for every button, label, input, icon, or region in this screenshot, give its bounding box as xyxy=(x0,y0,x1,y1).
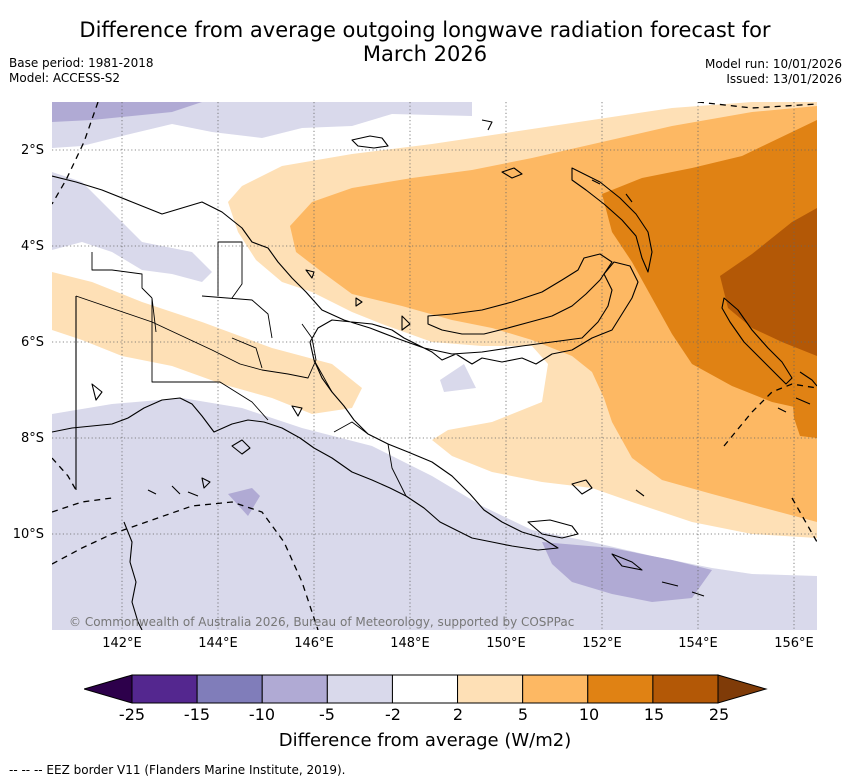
title-line-2: March 2026 xyxy=(362,42,488,66)
x-tick-142E: 142°E xyxy=(102,636,142,651)
torres-strait-islands xyxy=(147,439,251,497)
cape-york-coast xyxy=(123,521,143,630)
colorbar-tick: 10 xyxy=(578,705,600,724)
colorbar-segment xyxy=(326,674,393,704)
y-tick-6S: 6°S xyxy=(20,335,44,350)
eez-legend: -- -- -- EEZ border V11 (Flanders Marine… xyxy=(9,763,346,777)
run-info: Model run: 10/01/2026 Issued: 13/01/2026 xyxy=(705,57,842,87)
region-pos-10-15 xyxy=(602,120,817,412)
south-east-islands xyxy=(527,479,705,597)
colorbar-segment xyxy=(652,674,719,704)
colorbar-segments xyxy=(131,674,719,704)
colorbar-segment xyxy=(522,674,589,704)
colorbar-tick: -25 xyxy=(118,705,146,724)
olr-anomaly-map: © Commonwealth of Australia 2026, Bureau… xyxy=(52,102,817,630)
region-pos-10-15-south xyxy=(792,390,817,438)
x-tick-150E: 150°E xyxy=(486,636,526,651)
colorbar-tick: -2 xyxy=(385,705,401,724)
title-line-1: Difference from average outgoing longwav… xyxy=(79,18,771,42)
colorbar xyxy=(84,674,768,704)
colorbar-label: Difference from average (W/m2) xyxy=(278,730,572,751)
model-run-date: Model run: 10/01/2026 xyxy=(704,57,842,71)
y-tick-8S: 8°S xyxy=(20,431,44,446)
y-tick-2S: 2°S xyxy=(20,143,44,158)
x-tick-154E: 154°E xyxy=(678,636,718,651)
colorbar-tick: -10 xyxy=(248,705,276,724)
colorbar-segment xyxy=(261,674,328,704)
region-neg-blob-center xyxy=(440,364,476,392)
colorbar-segment xyxy=(587,674,654,704)
negative-anomaly-regions xyxy=(52,102,817,630)
solomon-islands xyxy=(777,371,817,413)
manus-island xyxy=(351,135,389,149)
colorbar-tick: 5 xyxy=(517,705,529,724)
colorbar-tick: 15 xyxy=(643,705,665,724)
coastlines xyxy=(52,119,817,630)
chart-title: Difference from average outgoing longwav… xyxy=(0,18,850,66)
new-ireland-coast xyxy=(571,167,653,273)
base-period: Base period: 1981-2018 xyxy=(9,56,154,70)
colorbar-tick: -15 xyxy=(183,705,211,724)
new-guinea-coast xyxy=(52,175,639,551)
new-britain-coast xyxy=(427,253,613,335)
model-name: Model: ACCESS-S2 xyxy=(9,71,121,85)
region-neg-south-east-strong xyxy=(542,542,712,602)
offshore-islets xyxy=(91,269,411,417)
province-borders xyxy=(75,241,407,497)
colorbar-tick: -5 xyxy=(319,705,335,724)
gridlines xyxy=(52,102,817,630)
x-tick-148E: 148°E xyxy=(390,636,430,651)
y-tick-4S: 4°S xyxy=(20,239,44,254)
colorbar-over-arrow xyxy=(717,674,768,704)
bougainville-coast xyxy=(721,297,793,385)
region-neg-west xyxy=(52,172,212,282)
colorbar-tick: 2 xyxy=(452,705,464,724)
region-neg-north-strong xyxy=(52,102,202,122)
x-tick-146E: 146°E xyxy=(294,636,334,651)
colorbar-segment xyxy=(196,674,263,704)
copyright-notice: © Commonwealth of Australia 2026, Bureau… xyxy=(69,615,574,629)
colorbar-segment xyxy=(131,674,198,704)
model-info: Base period: 1981-2018 Model: ACCESS-S2 xyxy=(9,56,154,86)
colorbar-tick: 25 xyxy=(708,705,730,724)
issued-date: Issued: 13/01/2026 xyxy=(726,72,842,86)
y-tick-10S: 10°S xyxy=(12,527,44,542)
x-tick-156E: 156°E xyxy=(774,636,814,651)
eez-borders xyxy=(52,102,817,630)
northern-islands xyxy=(481,119,633,203)
colorbar-under-arrow xyxy=(84,674,133,704)
x-tick-144E: 144°E xyxy=(198,636,238,651)
colorbar-segment xyxy=(391,674,459,704)
x-tick-152E: 152°E xyxy=(582,636,622,651)
colorbar-segment xyxy=(457,674,524,704)
region-pos-2-5-west-band xyxy=(52,272,362,414)
